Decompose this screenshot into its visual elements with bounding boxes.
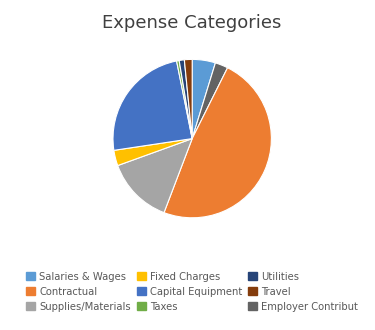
Wedge shape: [118, 139, 192, 213]
Wedge shape: [179, 60, 192, 139]
Wedge shape: [113, 61, 192, 150]
Wedge shape: [177, 60, 192, 139]
Legend: Salaries & Wages, Contractual, Supplies/Materials, Fixed Charges, Capital Equipm: Salaries & Wages, Contractual, Supplies/…: [22, 268, 362, 316]
Wedge shape: [192, 59, 215, 139]
Wedge shape: [164, 68, 272, 218]
Title: Expense Categories: Expense Categories: [102, 15, 282, 32]
Wedge shape: [114, 139, 192, 166]
Wedge shape: [192, 63, 228, 139]
Wedge shape: [184, 59, 192, 139]
